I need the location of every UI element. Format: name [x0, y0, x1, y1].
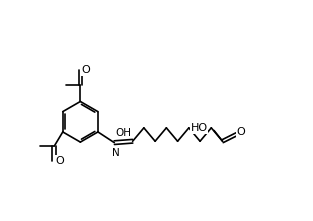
Text: O: O — [55, 156, 64, 166]
Text: N: N — [111, 148, 119, 158]
Text: OH: OH — [115, 128, 131, 138]
Text: HO: HO — [191, 123, 208, 133]
Text: O: O — [237, 127, 245, 137]
Text: O: O — [81, 65, 90, 75]
